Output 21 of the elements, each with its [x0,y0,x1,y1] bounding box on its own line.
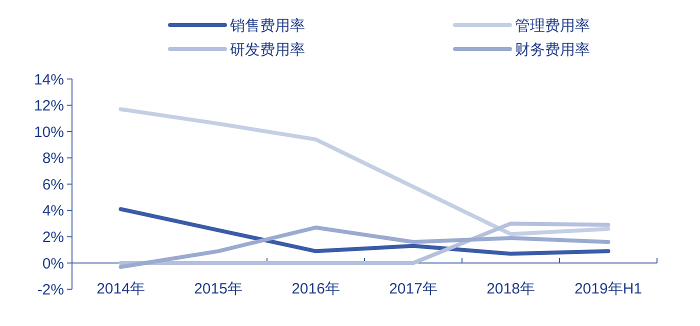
y-tick-label: 8% [42,150,64,168]
x-tick-label: 2017年 [389,280,438,298]
x-tick-label: 2018年 [486,280,535,298]
x-tick-label: 2016年 [292,280,340,298]
legend-label: 研发费用率 [230,41,305,58]
y-tick-label: 14% [34,71,64,88]
y-tick-label: 12% [34,98,64,115]
legend-label: 财务费用率 [515,41,590,58]
x-tick-label: 2015年 [194,280,242,298]
y-tick-label: -2% [37,282,64,299]
line-series [118,207,610,256]
legend-label: 销售费用率 [229,17,305,34]
y-tick-label: 10% [34,124,64,141]
y-tick-label: 2% [42,228,64,246]
legend-label: 管理费用率 [515,17,590,34]
x-tick-label: 2014年 [96,280,145,298]
line-series [118,107,610,236]
y-tick-label: 6% [42,176,64,194]
y-tick-label: 4% [42,202,64,220]
y-tick-label: 0% [42,255,64,272]
x-tick-label: 2019年H1 [574,280,642,298]
